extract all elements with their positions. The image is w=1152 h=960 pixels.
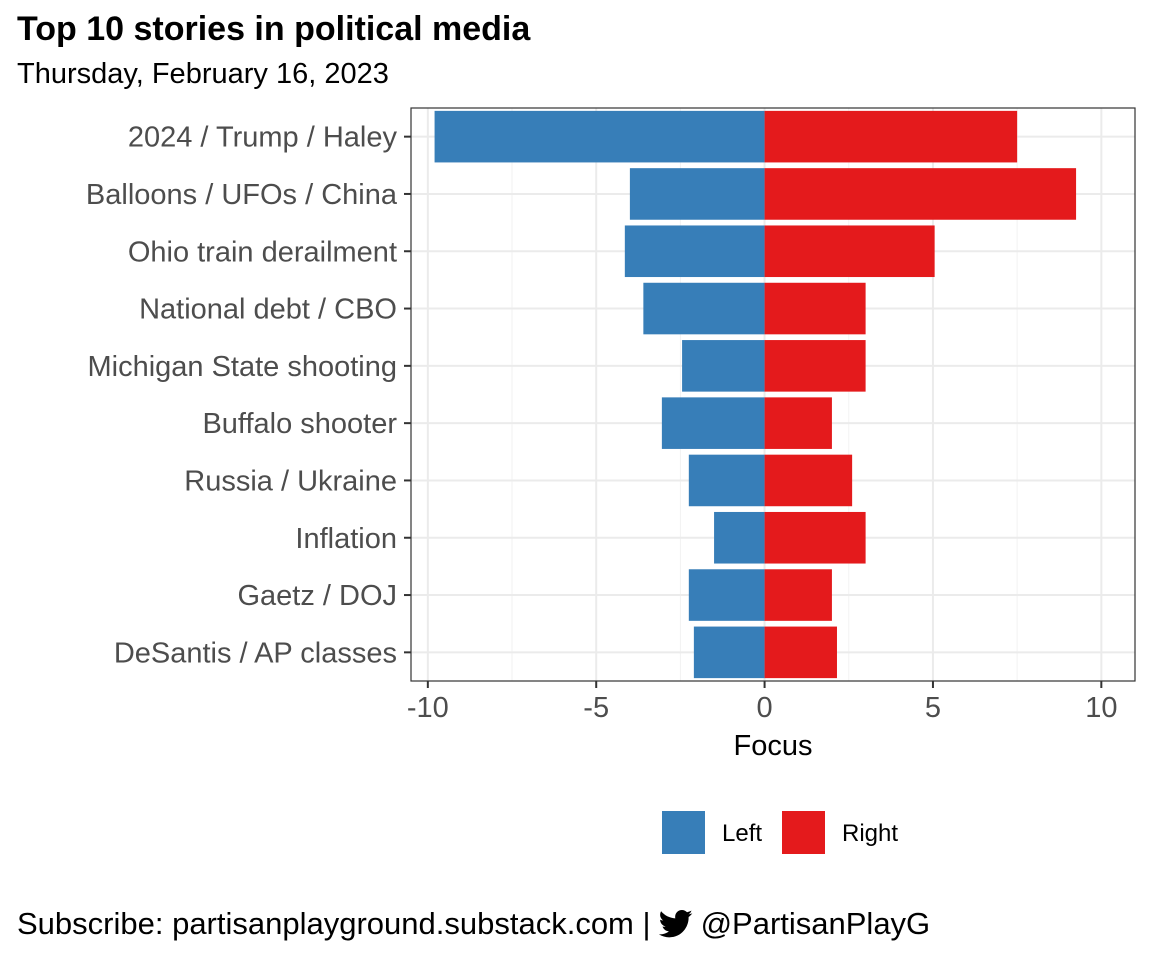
y-tick-label: Ohio train derailment [128,236,397,268]
y-tick-label: Buffalo shooter [202,408,397,440]
bar-left [624,225,765,278]
y-tick-label: 2024 / Trump / Haley [128,122,398,154]
legend-swatch-right [782,811,825,854]
bar-right [764,340,866,392]
y-tick-label: Inflation [295,523,397,555]
bar-left [434,110,765,163]
y-tick-label: Gaetz / DOJ [237,580,397,612]
legend: Left Right [662,811,898,854]
bar-left [643,282,765,335]
bar-right [764,397,832,449]
bar-right [764,225,935,278]
bar-left [688,454,765,507]
panel-border [410,107,1136,682]
x-tick-label: -10 [407,692,449,724]
bar-right [764,282,866,335]
y-tick-label: Balloons / UFOs / China [86,179,398,211]
twitter-bird-icon [658,909,693,939]
x-tick-label: 5 [925,692,941,724]
bar-left [693,626,765,679]
x-tick-label: 0 [757,692,773,724]
bar-left [714,511,765,564]
axis-layer: 2024 / Trump / Haley Balloons / UFOs / Ch… [86,122,1118,724]
x-axis-label: Focus [734,730,813,762]
bar-layer [434,110,1077,679]
bar-chart: 2024 / Trump / Haley Balloons / UFOs / Ch… [86,107,1136,854]
y-tick-label: Michigan State shooting [87,351,397,383]
legend-label-right: Right [842,820,898,847]
caption-prefix: Subscribe: partisanplayground.substack.c… [17,906,651,941]
x-tick-label: -5 [583,692,609,724]
bar-left [688,569,765,621]
legend-label-left: Left [722,820,762,847]
bar-left [661,397,765,449]
bar-right [764,569,832,621]
bar-left [682,340,765,392]
bar-right [764,626,837,679]
bar-right [764,511,866,564]
chart-title: Top 10 stories in political media [17,10,531,48]
bar-left [629,168,765,220]
bar-right [764,454,853,507]
caption: Subscribe: partisanplayground.substack.c… [17,906,930,942]
caption-handle: @PartisanPlayG [700,906,931,941]
legend-swatch-left [662,811,705,854]
bar-right [764,110,1018,163]
chart-subtitle: Thursday, February 16, 2023 [17,58,389,90]
x-tick-label: 10 [1085,692,1117,724]
y-tick-label: DeSantis / AP classes [114,637,397,669]
bar-right [764,168,1077,220]
y-tick-label: National debt / CBO [139,294,397,326]
y-tick-label: Russia / Ukraine [184,465,397,497]
